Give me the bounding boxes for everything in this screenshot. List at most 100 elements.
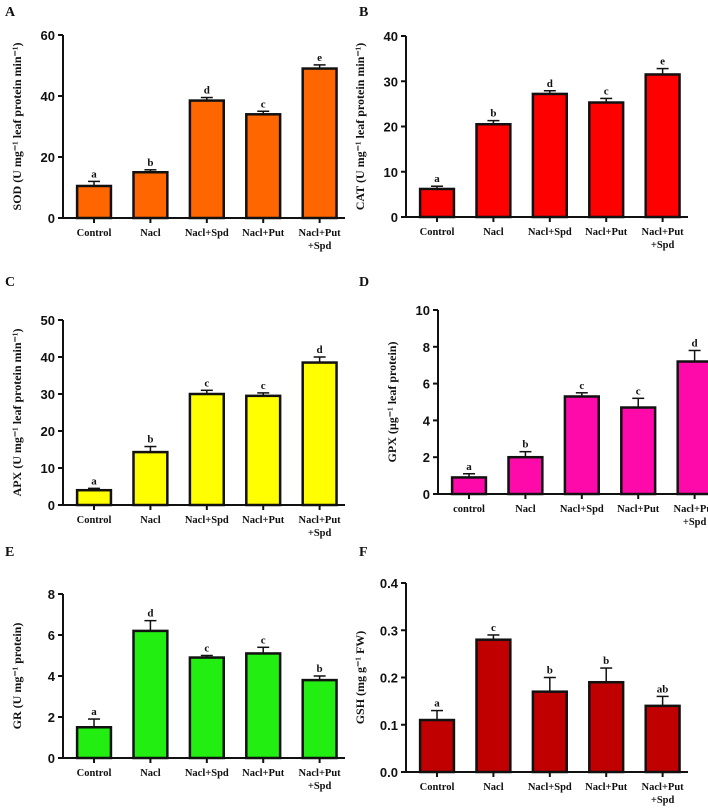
chart-d: D GPX (µg⁻¹ leaf protein) 0 2 4 6 8 10 a control b… xyxy=(359,275,708,528)
y-tick-label: 10 xyxy=(416,303,430,318)
bar xyxy=(644,73,681,219)
bar xyxy=(245,652,282,760)
x-tick-label: Nacl+Put xyxy=(242,768,285,779)
significance-letter: d xyxy=(147,608,153,620)
x-tick-label: Nacl+Put xyxy=(642,782,685,793)
bar xyxy=(418,187,456,219)
y-tick-label: 20 xyxy=(41,424,55,439)
significance-letter: a xyxy=(434,173,440,185)
x-tick-label: Nacl+Put xyxy=(642,227,685,238)
x-tick-label: Nacl+Put xyxy=(585,227,628,238)
y-tick-label: 0.4 xyxy=(380,576,399,591)
significance-letter: c xyxy=(204,377,209,389)
bar xyxy=(301,67,338,220)
panel-letter: D xyxy=(359,275,369,290)
bar xyxy=(418,718,456,774)
x-tick-label: Nacl+Spd xyxy=(185,228,229,239)
y-tick-label: 2 xyxy=(48,710,55,725)
y-tick-label: 20 xyxy=(384,120,398,135)
significance-letter: b xyxy=(147,157,153,169)
y-axis-label: SOD (U mg⁻¹ leaf protein min⁻¹) xyxy=(10,43,24,211)
y-tick-label: 0 xyxy=(48,498,55,513)
x-tick-label: +Spd xyxy=(651,240,675,251)
x-tick-label: Nacl+Spd xyxy=(528,227,572,238)
y-tick-label: 20 xyxy=(41,150,55,165)
panel-letter: F xyxy=(359,545,368,560)
x-tick-label: control xyxy=(453,504,485,515)
bar xyxy=(245,113,282,220)
x-tick-label: Nacl+Spd xyxy=(560,504,604,515)
significance-letter: a xyxy=(91,706,97,718)
y-axis-label: APX (U mg⁻¹ leaf protein min⁻¹) xyxy=(10,329,24,497)
x-tick-label: Nacl+Spd xyxy=(185,515,229,526)
y-tick-label: 0.2 xyxy=(380,671,398,686)
x-tick-label: Nacl+Spd xyxy=(528,782,572,793)
panel-letter: A xyxy=(5,5,16,20)
significance-letter: c xyxy=(636,385,641,397)
significance-letter: a xyxy=(466,461,472,473)
x-tick-label: Control xyxy=(420,227,455,238)
x-tick-label: +Spd xyxy=(308,781,332,792)
y-tick-label: 10 xyxy=(41,461,55,476)
x-tick-label: Nacl+Put xyxy=(617,504,660,515)
y-tick-label: 2 xyxy=(423,450,430,465)
significance-letter: b xyxy=(547,665,553,677)
bar xyxy=(563,395,600,496)
x-tick-label: Nacl xyxy=(483,782,503,793)
x-tick-label: Control xyxy=(77,228,112,239)
y-tick-label: 8 xyxy=(423,340,430,355)
significance-letter: a xyxy=(434,698,440,710)
chart-b: B CAT (U mg⁻¹ leaf protein min⁻¹) 0 10 20 30 4… xyxy=(353,5,688,251)
x-tick-label: Nacl+Put xyxy=(242,228,285,239)
significance-letter: c xyxy=(261,634,266,646)
significance-letter: b xyxy=(317,663,323,675)
x-tick-label: Nacl+Put xyxy=(242,515,285,526)
bar xyxy=(188,99,225,220)
bar xyxy=(188,392,225,507)
y-tick-label: 40 xyxy=(384,29,398,44)
x-tick-label: Nacl+Spd xyxy=(185,768,229,779)
x-tick-label: +Spd xyxy=(651,795,675,806)
significance-letter: b xyxy=(490,108,496,120)
chart-e: E GR (U mg⁻¹ protein) 0 2 4 6 8 a Control d Nacl c N… xyxy=(5,545,345,792)
x-tick-label: Nacl+Put xyxy=(299,228,342,239)
significance-letter: d xyxy=(547,78,553,90)
panel-letter: C xyxy=(5,275,15,290)
x-tick-label: Nacl xyxy=(140,768,160,779)
x-tick-label: Nacl xyxy=(140,515,160,526)
y-axis-label: GPX (µg⁻¹ leaf protein) xyxy=(385,342,399,463)
y-tick-label: 0 xyxy=(48,211,55,226)
bar xyxy=(132,450,169,507)
bar xyxy=(507,455,544,496)
significance-letter: c xyxy=(261,380,266,392)
significance-letter: e xyxy=(317,52,322,64)
significance-letter: c xyxy=(261,98,266,110)
x-tick-label: +Spd xyxy=(308,528,332,539)
significance-letter: ab xyxy=(657,683,669,695)
bar xyxy=(588,680,625,774)
x-tick-label: Nacl+Put xyxy=(299,515,342,526)
y-tick-label: 6 xyxy=(48,628,55,643)
significance-letter: b xyxy=(603,655,609,667)
y-axis-label: GSH (mg g⁻¹ FW) xyxy=(354,631,367,725)
y-tick-label: 0 xyxy=(423,487,430,502)
x-tick-label: Nacl xyxy=(483,227,503,238)
bar xyxy=(245,394,282,507)
bar xyxy=(531,92,568,219)
panel-d: D GPX (µg⁻¹ leaf protein) 0 2 4 6 8 10 a control b… xyxy=(354,270,708,542)
y-tick-label: 0 xyxy=(391,210,398,225)
bar xyxy=(132,171,169,220)
significance-letter: d xyxy=(204,85,210,97)
x-tick-label: Nacl xyxy=(515,504,535,515)
y-tick-label: 30 xyxy=(384,74,398,89)
y-tick-label: 4 xyxy=(423,413,431,428)
bar xyxy=(531,690,568,774)
bar xyxy=(450,476,488,496)
bar xyxy=(588,101,625,219)
bar xyxy=(676,360,708,496)
bar xyxy=(644,704,681,774)
significance-letter: c xyxy=(491,622,496,634)
x-tick-label: +Spd xyxy=(308,241,332,252)
x-tick-label: Control xyxy=(77,515,112,526)
